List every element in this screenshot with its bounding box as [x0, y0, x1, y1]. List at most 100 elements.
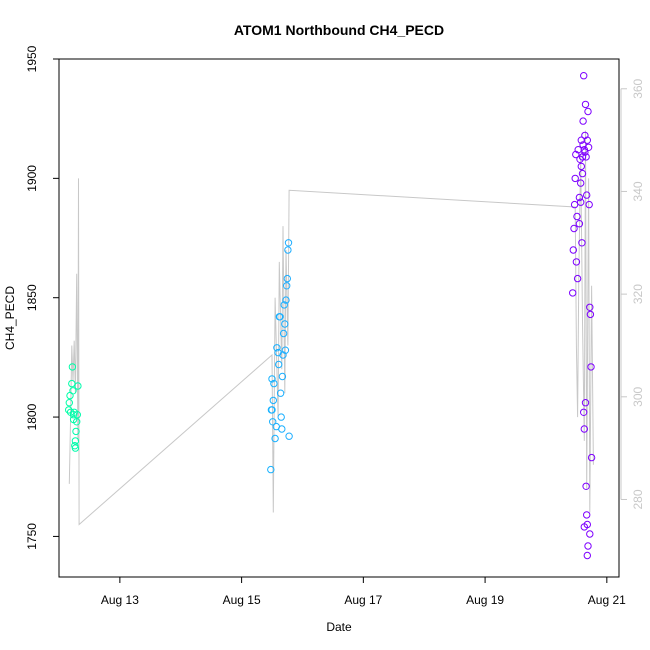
- point-layer: [65, 72, 596, 560]
- data-point: [284, 246, 292, 254]
- data-point: [575, 220, 584, 228]
- data-point: [583, 191, 591, 199]
- data-point: [580, 408, 588, 416]
- data-point: [270, 379, 278, 388]
- y-axis-left: 1750 1800 1850 1900 1950: [25, 45, 59, 550]
- data-point: [74, 382, 82, 390]
- x-tick-label: Aug 19: [466, 593, 504, 607]
- data-point: [278, 425, 286, 433]
- data-point: [587, 363, 595, 371]
- data-point: [66, 391, 74, 400]
- data-point: [580, 72, 588, 80]
- data-point: [72, 427, 80, 436]
- data-point: [285, 432, 293, 440]
- data-point: [579, 117, 587, 125]
- data-point: [577, 162, 585, 171]
- data-point: [581, 399, 590, 407]
- y-tick-label: 1800: [25, 403, 39, 430]
- x-tick-label: Aug 15: [223, 593, 261, 607]
- data-point: [275, 360, 283, 369]
- data-point: [268, 375, 276, 383]
- x-tick-label: Aug 17: [344, 593, 382, 607]
- data-point: [277, 413, 285, 421]
- data-point: [585, 200, 593, 209]
- y-axis-label: CH4_PECD: [3, 286, 17, 350]
- y2-tick-label: 280: [631, 489, 645, 509]
- data-point: [578, 169, 587, 178]
- data-point: [279, 329, 288, 338]
- data-point: [577, 179, 585, 187]
- data-point: [271, 434, 279, 443]
- data-point: [582, 482, 590, 490]
- data-point: [269, 418, 277, 426]
- data-point: [283, 282, 291, 290]
- data-point: [572, 258, 581, 266]
- data-point: [584, 107, 592, 116]
- data-point: [583, 511, 591, 519]
- data-point: [281, 320, 289, 328]
- data-point: [68, 363, 77, 371]
- data-point: [278, 372, 287, 381]
- y2-tick-label: 300: [631, 386, 645, 406]
- y2-tick-label: 360: [631, 78, 645, 98]
- data-point: [586, 530, 594, 538]
- data-point: [570, 224, 578, 233]
- data-point: [581, 100, 590, 109]
- y-tick-label: 1900: [25, 165, 39, 192]
- data-point: [281, 346, 290, 354]
- data-point: [276, 313, 284, 321]
- data-point: [283, 274, 291, 283]
- data-point: [582, 153, 590, 161]
- y-tick-label: 1850: [25, 284, 39, 311]
- data-point: [280, 301, 288, 309]
- data-point: [69, 415, 78, 424]
- data-point: [573, 274, 582, 283]
- data-point: [282, 296, 290, 304]
- plot-frame: [58, 58, 620, 578]
- data-point: [583, 551, 591, 560]
- data-point: [571, 174, 579, 183]
- data-point: [578, 239, 586, 247]
- y-tick-label: 1750: [25, 523, 39, 550]
- series-line: [68, 130, 594, 526]
- x-tick-label: Aug 21: [588, 593, 626, 607]
- data-point: [569, 246, 577, 254]
- data-point: [577, 198, 585, 206]
- data-point: [73, 411, 82, 419]
- data-point: [569, 289, 577, 297]
- x-tick-label: Aug 13: [101, 593, 139, 607]
- data-point: [580, 523, 588, 531]
- data-point: [71, 444, 80, 452]
- data-point: [570, 200, 579, 209]
- chart-title: ATOM1 Northbound CH4_PECD: [234, 22, 444, 38]
- data-point: [576, 155, 584, 164]
- data-point: [268, 406, 276, 414]
- data-point: [68, 379, 76, 388]
- y-tick-label: 1950: [25, 45, 39, 72]
- data-point: [581, 148, 589, 156]
- data-point: [587, 453, 596, 462]
- data-point: [586, 303, 594, 311]
- data-point: [69, 387, 77, 395]
- data-point: [284, 239, 293, 247]
- data-point: [580, 425, 588, 433]
- data-point: [276, 389, 285, 397]
- x-axis: Aug 13 Aug 15 Aug 17 Aug 19 Aug 21: [101, 577, 626, 607]
- data-point: [583, 136, 591, 144]
- data-point: [267, 465, 275, 474]
- x-axis-label: Date: [326, 620, 352, 634]
- data-point: [575, 193, 584, 202]
- y2-tick-label: 320: [631, 284, 645, 304]
- data-point: [579, 141, 587, 149]
- data-point: [586, 310, 595, 319]
- line-layer: [68, 130, 594, 526]
- data-point: [269, 396, 277, 405]
- data-point: [273, 344, 281, 352]
- y-axis-right: 280 300 320 340 360: [620, 78, 645, 509]
- data-point: [573, 212, 581, 221]
- data-point: [71, 437, 80, 445]
- data-point: [65, 399, 74, 407]
- y2-tick-label: 340: [631, 181, 645, 201]
- data-point: [584, 542, 592, 550]
